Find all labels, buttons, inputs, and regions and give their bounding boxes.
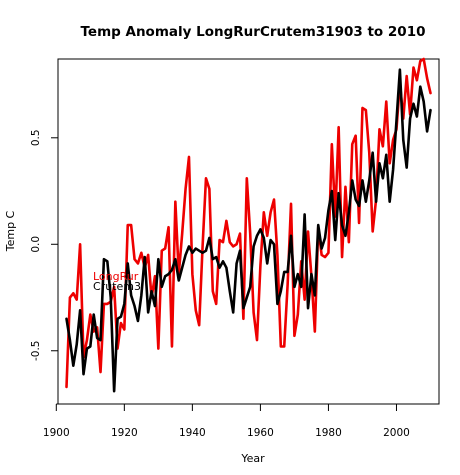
x-tick-label: 2000 [383, 427, 410, 439]
x-axis-label: Year [240, 452, 265, 465]
x-tick-label: 1900 [43, 427, 70, 439]
series-layer [65, 57, 432, 393]
x-axis: 1900 1920 1940 1960 1980 2000 [43, 403, 410, 439]
y-axis: -0.5 0.0 0.5 [30, 129, 59, 362]
y-axis-label: Temp C [4, 210, 17, 252]
x-tick-label: 1920 [111, 427, 138, 439]
x-tick-label: 1960 [247, 427, 274, 439]
series-line-crutem3 [65, 68, 432, 393]
legend: LongRur Crutem3 [93, 270, 141, 293]
x-tick-label: 1980 [315, 427, 342, 439]
x-tick-label: 1940 [179, 427, 206, 439]
legend-entry-crutem3: Crutem3 [93, 280, 141, 293]
y-tick-label: 0.5 [30, 129, 42, 146]
series-line-longrur [65, 57, 432, 389]
chart-title: Temp Anomaly LongRurCrutem31903 to 2010 [81, 24, 426, 40]
legend-entry-longrur: LongRur [93, 270, 139, 283]
y-tick-label: 0.0 [30, 236, 42, 253]
y-tick-label: -0.5 [30, 341, 42, 362]
